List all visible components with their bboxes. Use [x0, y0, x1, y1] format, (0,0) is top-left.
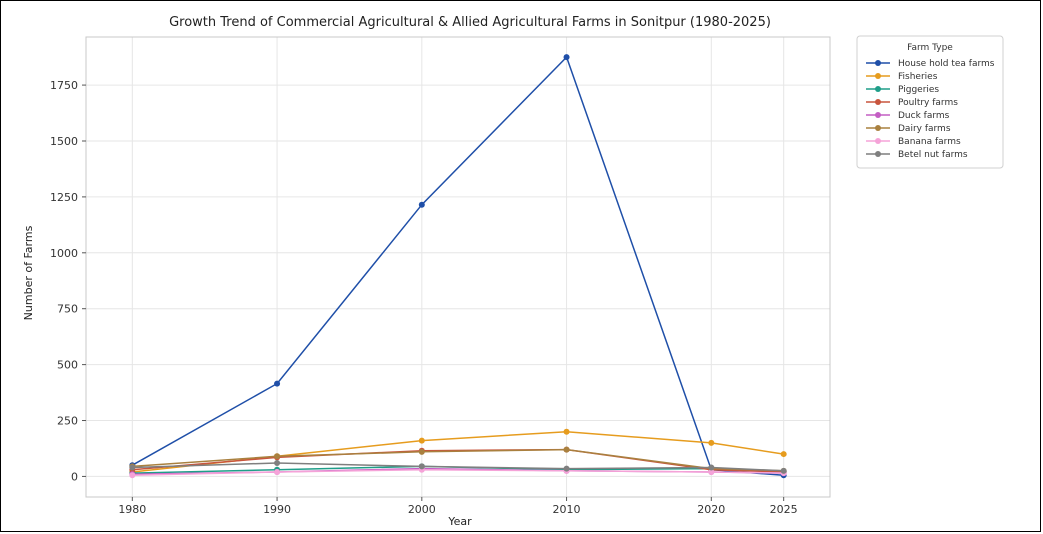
series-line — [132, 448, 784, 472]
y-tick-label: 250 — [57, 415, 78, 428]
legend-marker — [875, 73, 881, 79]
data-point — [418, 201, 425, 208]
legend-marker — [875, 151, 881, 157]
series-line — [132, 462, 784, 472]
legend-title: Farm Type — [907, 43, 953, 53]
y-axis: 0 250 500 750 1000 1250 1500 1750 — [50, 79, 86, 483]
data-point — [780, 451, 787, 458]
data-point — [563, 465, 570, 472]
data-point — [274, 460, 281, 467]
legend-marker — [875, 99, 881, 105]
data-point — [274, 453, 281, 460]
legend-marker — [875, 125, 881, 131]
data-point — [274, 380, 281, 387]
series-betel-nut-farms — [129, 460, 787, 474]
data-point — [780, 467, 787, 474]
data-point — [129, 464, 136, 471]
grid — [86, 37, 830, 497]
x-tick-label: 1980 — [118, 503, 146, 516]
x-tick-label: 2010 — [553, 503, 581, 516]
y-tick-label: 1500 — [50, 135, 78, 148]
data-point — [708, 464, 715, 471]
legend-marker — [875, 138, 881, 144]
y-tick-label: 1250 — [50, 191, 78, 204]
y-tick-label: 0 — [71, 470, 78, 483]
x-tick-label: 2025 — [770, 503, 798, 516]
legend-label: Duck farms — [898, 111, 950, 121]
data-point — [708, 439, 715, 446]
legend-marker — [875, 112, 881, 118]
x-tick-label: 1990 — [263, 503, 291, 516]
data-point — [708, 468, 715, 475]
y-tick-label: 1000 — [50, 247, 78, 260]
plot-area — [85, 36, 831, 498]
legend-label: Banana farms — [898, 137, 961, 147]
legend-marker — [875, 86, 881, 92]
legend-label: Piggeries — [898, 85, 939, 95]
legend-marker — [875, 60, 881, 66]
legend: Farm Type House hold tea farms Fisheries P… — [856, 35, 1004, 169]
x-axis: 1980 1990 2000 2010 2020 2025 — [118, 497, 798, 516]
y-tick-label: 1750 — [50, 79, 78, 92]
x-tick-label: 2000 — [408, 503, 436, 516]
data-point — [129, 472, 136, 479]
data-point — [563, 446, 570, 453]
legend-label: Betel nut farms — [898, 150, 968, 160]
legend-label: House hold tea farms — [898, 59, 995, 69]
series-house-hold-tea-farms — [129, 54, 787, 479]
data-point — [563, 54, 570, 61]
series-group — [129, 54, 787, 479]
data-point — [418, 448, 425, 455]
y-tick-label: 750 — [57, 303, 78, 316]
y-axis-title: Number of Farms — [22, 225, 35, 320]
x-tick-label: 2020 — [697, 503, 725, 516]
legend-label: Poultry farms — [898, 98, 958, 108]
legend-label: Fisheries — [898, 72, 938, 82]
chart-title: Growth Trend of Commercial Agricultural … — [169, 15, 771, 30]
legend-label: Dairy farms — [898, 124, 951, 134]
legend-box — [856, 35, 1004, 169]
series-line — [132, 468, 784, 477]
x-axis-title: Year — [447, 515, 472, 528]
data-point — [418, 437, 425, 444]
data-point — [418, 463, 425, 470]
y-tick-label: 500 — [57, 359, 78, 372]
data-point — [563, 428, 570, 435]
data-point — [274, 468, 281, 475]
series-line — [131, 55, 784, 477]
